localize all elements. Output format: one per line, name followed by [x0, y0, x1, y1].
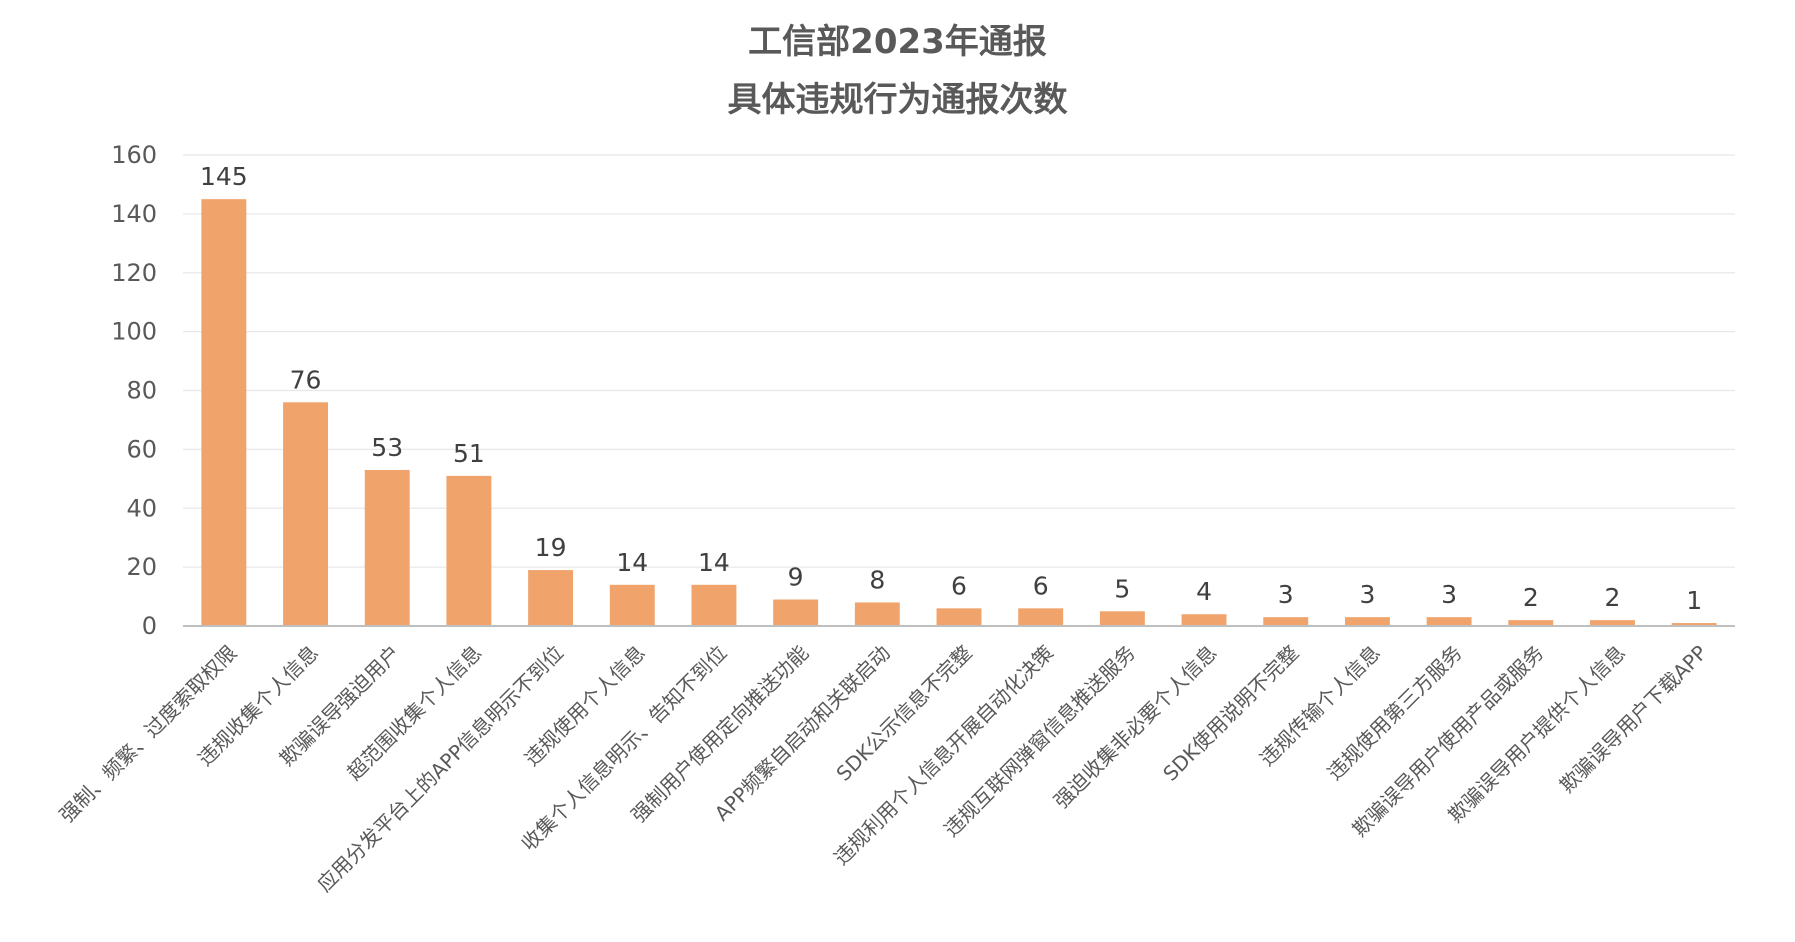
data-label: 14 — [616, 548, 648, 577]
bar — [1426, 617, 1472, 626]
bar — [364, 469, 410, 626]
chart-title: 工信部2023年通报 — [748, 22, 1047, 62]
data-label: 145 — [200, 162, 248, 191]
data-label: 9 — [788, 563, 804, 592]
x-tick-label: 强迫收集非必要个人信息 — [1049, 641, 1222, 814]
y-tick-label: 40 — [126, 494, 157, 522]
y-tick-label: 100 — [111, 318, 157, 346]
data-label: 53 — [371, 433, 403, 462]
data-label: 3 — [1441, 580, 1457, 609]
data-label: 4 — [1196, 577, 1212, 606]
bar — [1508, 620, 1554, 626]
data-label: 8 — [869, 565, 885, 594]
bar — [201, 199, 247, 626]
bar — [773, 599, 819, 626]
bar — [609, 584, 655, 626]
data-label: 6 — [951, 571, 967, 600]
x-axis: 强制、频繁、过度索取权限违规收集个人信息欺骗误导强迫用户超范围收集个人信息应用分… — [55, 625, 1735, 896]
gridlines — [183, 154, 1735, 568]
bar — [446, 475, 492, 626]
y-tick-label: 60 — [126, 435, 157, 463]
data-label: 2 — [1523, 583, 1539, 612]
x-tick-label: 违规使用第三方服务 — [1322, 641, 1466, 785]
data-label: 5 — [1114, 574, 1130, 603]
bar — [283, 402, 328, 626]
data-label: 76 — [290, 365, 322, 394]
y-tick-label: 0 — [142, 612, 157, 640]
data-label: 14 — [698, 548, 730, 577]
bar — [1344, 617, 1390, 626]
x-tick-label: SDK使用说明不完整 — [1158, 641, 1303, 786]
bar — [854, 602, 900, 626]
bar — [1181, 614, 1227, 626]
y-tick-label: 160 — [111, 141, 157, 169]
bar — [1099, 611, 1145, 626]
y-tick-label: 20 — [126, 553, 157, 581]
x-tick-label: 欺骗误导用户下载APP — [1555, 641, 1712, 798]
data-label: 2 — [1605, 583, 1621, 612]
data-label: 19 — [535, 533, 567, 562]
bars: 145 76 53 51 19 14 14 9 8 6 6 5 4 3 3 3 2 2 1 — [200, 162, 1717, 626]
bar — [528, 570, 574, 626]
bar — [691, 584, 737, 626]
data-label: 3 — [1278, 580, 1294, 609]
x-tick-label: 超范围收集个人信息 — [342, 641, 486, 785]
x-tick-label: SDK公示信息不完整 — [831, 641, 976, 786]
data-label: 51 — [453, 439, 485, 468]
bar — [1590, 620, 1635, 626]
chart-subtitle: 具体违规行为通报次数 — [727, 80, 1068, 120]
bar — [1263, 617, 1309, 626]
data-label: 3 — [1359, 580, 1375, 609]
data-label: 6 — [1033, 571, 1049, 600]
bar — [936, 608, 982, 626]
y-tick-label: 80 — [126, 377, 157, 405]
y-tick-label: 140 — [111, 200, 157, 228]
y-tick-label: 120 — [111, 259, 157, 287]
data-label: 1 — [1686, 586, 1702, 615]
y-axis: 0 20 40 60 80 100 120 140 160 — [111, 141, 157, 640]
bar — [1671, 623, 1717, 626]
bar — [1018, 608, 1064, 626]
